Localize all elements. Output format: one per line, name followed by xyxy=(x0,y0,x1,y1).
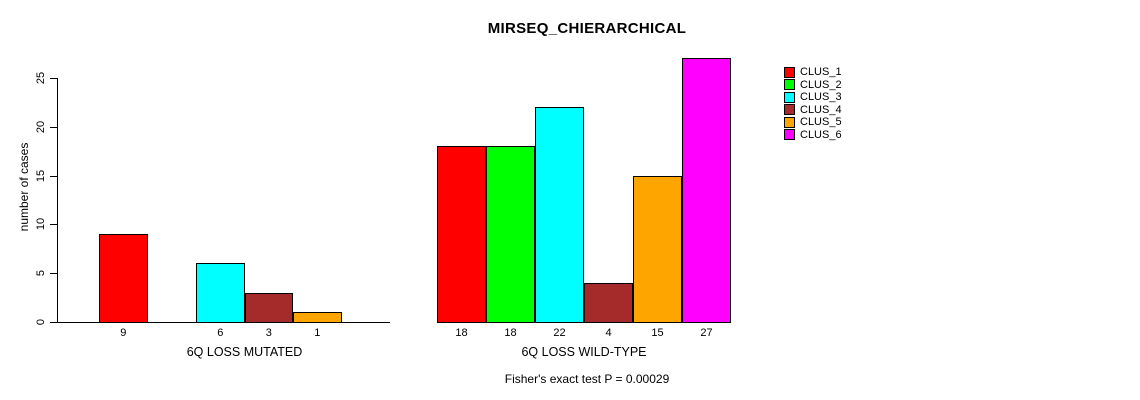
legend-swatch-icon xyxy=(784,91,795,103)
bar-clus_2-group2 xyxy=(486,146,535,323)
legend-item-clus_3: CLUS_3 xyxy=(784,91,842,104)
x-group-label-mutated: 6Q LOSS MUTATED xyxy=(186,345,303,359)
legend-swatch-icon xyxy=(784,104,795,116)
legend-item-clus_1: CLUS_1 xyxy=(784,66,842,79)
legend-label: CLUS_4 xyxy=(800,103,842,116)
bar-value-label: 4 xyxy=(605,327,612,339)
y-tick xyxy=(50,322,57,323)
y-axis-line xyxy=(57,78,58,323)
bar-value-label: 9 xyxy=(120,327,127,339)
bar-value-label: 27 xyxy=(700,327,713,339)
y-tick xyxy=(50,126,57,128)
y-tick-label: 15 xyxy=(35,169,47,182)
y-tick-label: 10 xyxy=(35,218,47,231)
bar-value-label: 15 xyxy=(651,327,664,339)
y-tick xyxy=(50,273,57,275)
bar-clus_5-group2 xyxy=(633,175,682,323)
legend-item-clus_5: CLUS_5 xyxy=(784,116,842,129)
bar-value-label: 22 xyxy=(553,327,566,339)
legend-label: CLUS_6 xyxy=(800,128,842,141)
legend-label: CLUS_3 xyxy=(800,91,842,104)
y-tick-label: 25 xyxy=(35,71,47,85)
bar-clus_3-group2 xyxy=(535,107,584,323)
y-tick-label: 20 xyxy=(35,120,47,133)
bar-clus_4-group1 xyxy=(244,292,293,323)
legend-item-clus_4: CLUS_4 xyxy=(784,104,842,117)
bar-value-label: 18 xyxy=(455,327,468,339)
bar-clus_3-group1 xyxy=(196,263,245,323)
x-group-label-wildtype: 6Q LOSS WILD-TYPE xyxy=(521,345,647,359)
bar-clus_1-group2 xyxy=(437,146,486,323)
legend-swatch-icon xyxy=(784,79,795,91)
y-tick xyxy=(50,175,57,177)
chart-title: MIRSEQ_CHIERARCHICAL xyxy=(487,20,687,37)
y-tick-label: 5 xyxy=(35,270,47,277)
legend-item-clus_6: CLUS_6 xyxy=(784,129,842,142)
y-axis-label: number of cases xyxy=(17,142,31,232)
legend-label: CLUS_5 xyxy=(800,116,842,129)
fisher-test-annotation: Fisher's exact test P = 0.00029 xyxy=(504,372,670,386)
y-tick-label: 0 xyxy=(35,318,47,326)
y-tick xyxy=(50,78,57,79)
y-tick xyxy=(50,224,57,226)
legend-swatch-icon xyxy=(784,129,795,141)
legend-item-clus_2: CLUS_2 xyxy=(784,79,842,92)
bar-value-label: 18 xyxy=(504,327,517,339)
bar-clus_5-group1 xyxy=(293,312,342,323)
legend-label: CLUS_2 xyxy=(800,78,842,91)
legend-swatch-icon xyxy=(784,116,795,128)
bar-value-label: 6 xyxy=(217,327,224,339)
legend: CLUS_1 CLUS_2 CLUS_3 CLUS_4 CLUS_5 CLUS_6 xyxy=(784,66,842,141)
bar-clus_1-group1 xyxy=(99,234,148,323)
bar-clus_4-group2 xyxy=(584,282,633,323)
legend-swatch-icon xyxy=(784,66,795,78)
bar-value-label: 1 xyxy=(314,327,321,339)
bar-value-label: 3 xyxy=(265,327,272,339)
bar-clus_6-group2 xyxy=(682,58,731,323)
legend-label: CLUS_1 xyxy=(800,66,842,79)
